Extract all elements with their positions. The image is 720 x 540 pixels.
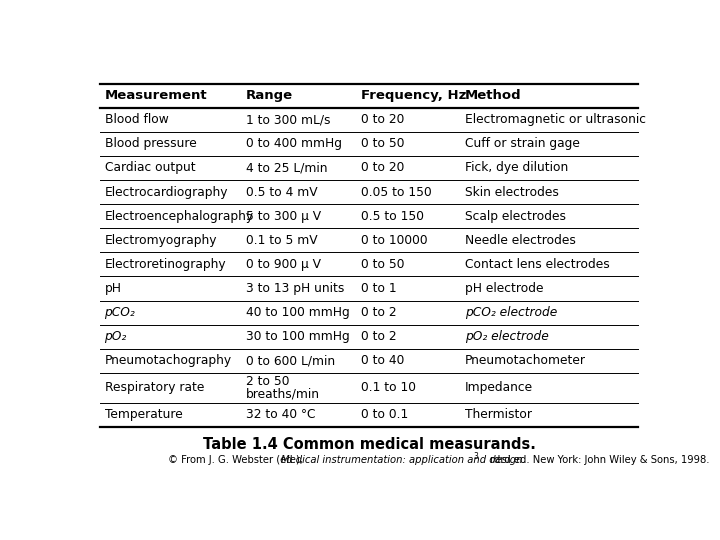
- Text: Electroencephalography: Electroencephalography: [104, 210, 253, 222]
- Text: 30 to 100 mmHg: 30 to 100 mmHg: [246, 330, 350, 343]
- Text: Range: Range: [246, 89, 293, 102]
- Text: 0.5 to 4 mV: 0.5 to 4 mV: [246, 186, 318, 199]
- Text: 0 to 10000: 0 to 10000: [361, 234, 428, 247]
- Text: Skin electrodes: Skin electrodes: [465, 186, 559, 199]
- Text: 0 to 0.1: 0 to 0.1: [361, 408, 408, 421]
- Text: Temperature: Temperature: [104, 408, 182, 421]
- Text: Electrocardiography: Electrocardiography: [104, 186, 228, 199]
- Text: Cuff or strain gage: Cuff or strain gage: [465, 137, 580, 150]
- Text: 0 to 20: 0 to 20: [361, 113, 405, 126]
- Text: 0.1 to 5 mV: 0.1 to 5 mV: [246, 234, 318, 247]
- Text: 0 to 2: 0 to 2: [361, 330, 397, 343]
- Text: pH: pH: [104, 282, 122, 295]
- Text: 3 to 13 pH units: 3 to 13 pH units: [246, 282, 345, 295]
- Text: Medical instrumentation: application and design.: Medical instrumentation: application and…: [281, 455, 525, 465]
- Text: 5 to 300 μ V: 5 to 300 μ V: [246, 210, 321, 222]
- Text: 0.1 to 10: 0.1 to 10: [361, 381, 416, 394]
- Text: 40 to 100 mmHg: 40 to 100 mmHg: [246, 306, 350, 319]
- Text: 4 to 25 L/min: 4 to 25 L/min: [246, 161, 328, 174]
- Text: 0 to 50: 0 to 50: [361, 137, 405, 150]
- Text: 0 to 50: 0 to 50: [361, 258, 405, 271]
- Text: Pneumotachography: Pneumotachography: [104, 354, 232, 367]
- Text: Frequency, Hz: Frequency, Hz: [361, 89, 467, 102]
- Text: 3: 3: [474, 453, 478, 461]
- Text: breaths/min: breaths/min: [246, 388, 320, 401]
- Text: pO₂ electrode: pO₂ electrode: [465, 330, 549, 343]
- Text: Needle electrodes: Needle electrodes: [465, 234, 576, 247]
- Text: Table 1.4 Common medical measurands.: Table 1.4 Common medical measurands.: [202, 437, 536, 452]
- Text: Cardiac output: Cardiac output: [104, 161, 195, 174]
- Text: rdrd ed. New York: John Wiley & Sons, 1998.: rdrd ed. New York: John Wiley & Sons, 19…: [490, 455, 709, 465]
- Text: 0 to 400 mmHg: 0 to 400 mmHg: [246, 137, 342, 150]
- Text: pCO₂ electrode: pCO₂ electrode: [465, 306, 557, 319]
- Text: 0.05 to 150: 0.05 to 150: [361, 186, 432, 199]
- Text: Blood flow: Blood flow: [104, 113, 168, 126]
- Text: Electromagnetic or ultrasonic: Electromagnetic or ultrasonic: [465, 113, 646, 126]
- Text: Method: Method: [465, 89, 521, 102]
- Text: pH electrode: pH electrode: [465, 282, 544, 295]
- Text: 2 to 50: 2 to 50: [246, 375, 289, 388]
- Text: Contact lens electrodes: Contact lens electrodes: [465, 258, 610, 271]
- Text: © From J. G. Webster (ed.),: © From J. G. Webster (ed.),: [168, 455, 306, 465]
- Text: 0 to 2: 0 to 2: [361, 306, 397, 319]
- Text: Measurement: Measurement: [104, 89, 207, 102]
- Text: Electromyography: Electromyography: [104, 234, 217, 247]
- Text: 0 to 40: 0 to 40: [361, 354, 405, 367]
- Text: Electroretinography: Electroretinography: [104, 258, 226, 271]
- Text: Pneumotachometer: Pneumotachometer: [465, 354, 586, 367]
- Text: 0 to 20: 0 to 20: [361, 161, 405, 174]
- Text: 32 to 40 °C: 32 to 40 °C: [246, 408, 316, 421]
- Text: 0 to 900 μ V: 0 to 900 μ V: [246, 258, 321, 271]
- Text: Blood pressure: Blood pressure: [104, 137, 197, 150]
- Text: 0 to 1: 0 to 1: [361, 282, 397, 295]
- Text: Respiratory rate: Respiratory rate: [104, 381, 204, 394]
- Text: Scalp electrodes: Scalp electrodes: [465, 210, 566, 222]
- Text: Impedance: Impedance: [465, 381, 533, 394]
- Text: Thermistor: Thermistor: [465, 408, 532, 421]
- Text: Fick, dye dilution: Fick, dye dilution: [465, 161, 568, 174]
- Text: 0 to 600 L/min: 0 to 600 L/min: [246, 354, 336, 367]
- Text: pO₂: pO₂: [104, 330, 127, 343]
- Text: pCO₂: pCO₂: [104, 306, 135, 319]
- Text: 1 to 300 mL/s: 1 to 300 mL/s: [246, 113, 330, 126]
- Text: 0.5 to 150: 0.5 to 150: [361, 210, 424, 222]
